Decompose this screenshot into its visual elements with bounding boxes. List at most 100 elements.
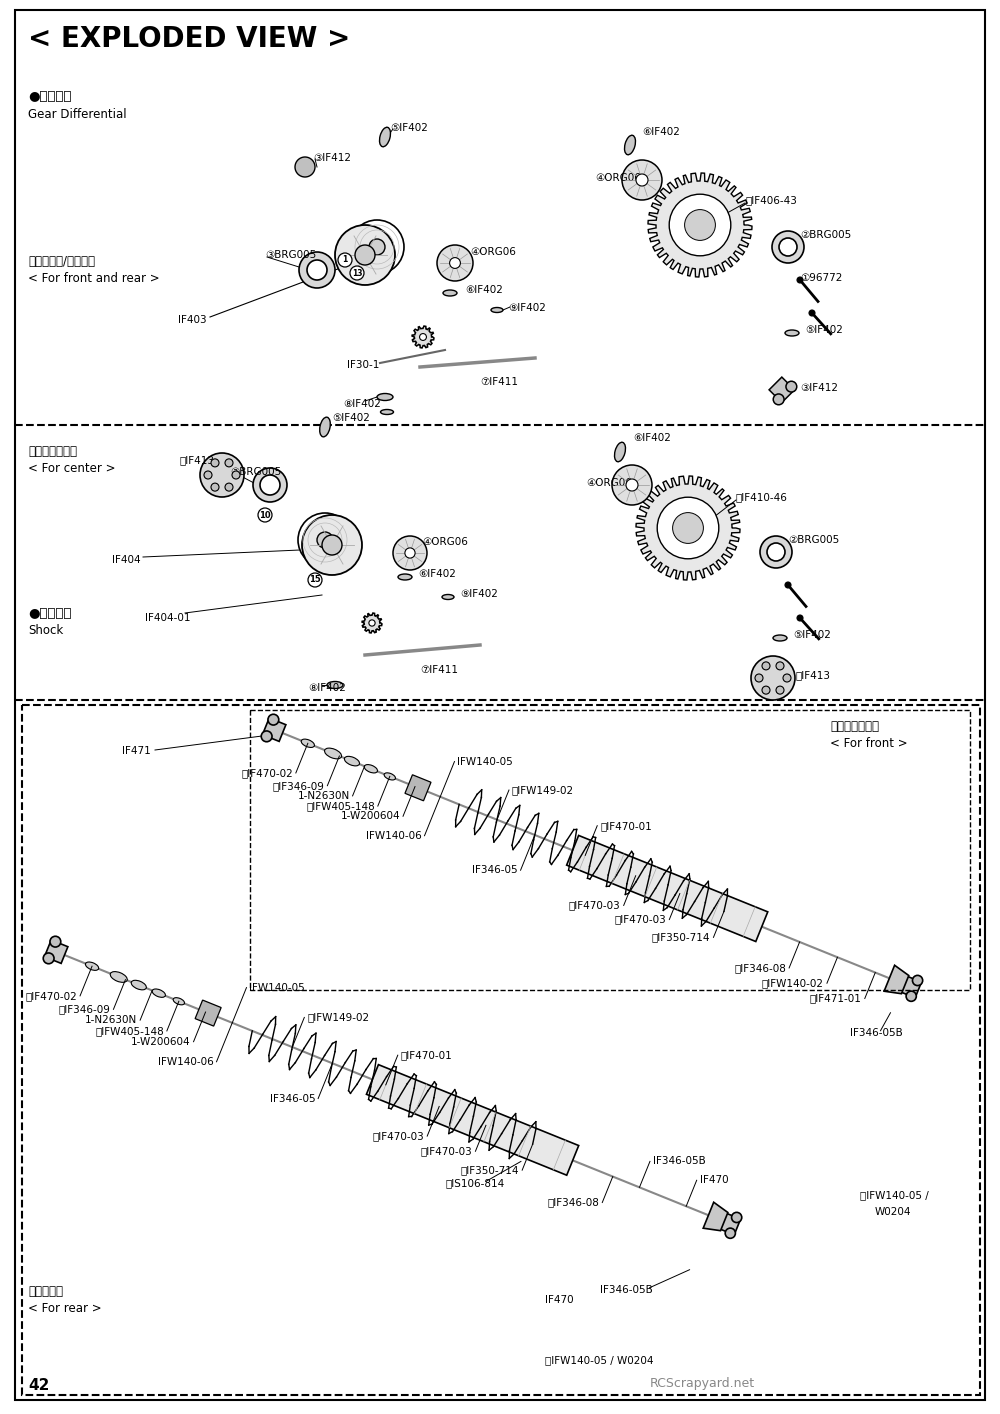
Text: ①96772: ①96772 — [800, 273, 842, 283]
Text: IF470: IF470 — [545, 1295, 574, 1305]
Text: IF346-05: IF346-05 — [270, 1093, 315, 1103]
Text: ⒘IF470-03: ⒘IF470-03 — [569, 901, 621, 911]
Text: ⒎IF471-01: ⒎IF471-01 — [810, 994, 862, 1004]
Circle shape — [786, 382, 797, 392]
Circle shape — [797, 277, 803, 283]
Text: ⑤IF402: ⑤IF402 — [332, 413, 370, 423]
Circle shape — [725, 1229, 735, 1239]
Text: IF30-1: IF30-1 — [347, 361, 379, 370]
Text: ⑶IF346-08: ⑶IF346-08 — [547, 1198, 599, 1208]
Polygon shape — [366, 1065, 579, 1175]
Text: ⒙IFW149-02: ⒙IFW149-02 — [512, 785, 574, 795]
Text: ⒘IFW405-148: ⒘IFW405-148 — [306, 802, 375, 812]
Circle shape — [420, 334, 426, 341]
Ellipse shape — [491, 307, 503, 312]
Circle shape — [335, 225, 395, 286]
Text: ⑬IF406-43: ⑬IF406-43 — [745, 195, 797, 205]
Text: ②BRG005: ②BRG005 — [230, 467, 281, 477]
Text: ⑤IF402: ⑤IF402 — [390, 123, 428, 133]
Circle shape — [673, 513, 703, 543]
Text: ⑭IF410-46: ⑭IF410-46 — [736, 492, 788, 502]
Text: ⒟IF470-01: ⒟IF470-01 — [600, 820, 652, 830]
Circle shape — [317, 532, 333, 549]
Text: ⒙IF470-03: ⒙IF470-03 — [615, 915, 666, 925]
Polygon shape — [769, 378, 795, 403]
Circle shape — [43, 953, 54, 964]
Circle shape — [772, 230, 804, 263]
Text: ④ORG06: ④ORG06 — [422, 537, 468, 547]
Circle shape — [50, 936, 61, 947]
Circle shape — [783, 674, 791, 682]
Text: ④ORG06: ④ORG06 — [470, 247, 516, 257]
Text: ＜リヤ用＞: ＜リヤ用＞ — [28, 1285, 63, 1298]
Text: 42: 42 — [28, 1379, 49, 1393]
Polygon shape — [362, 614, 382, 633]
Circle shape — [299, 252, 335, 288]
Circle shape — [260, 475, 280, 495]
Text: 1-W200604: 1-W200604 — [340, 812, 400, 822]
Ellipse shape — [443, 290, 457, 296]
Text: IF470: IF470 — [700, 1175, 728, 1185]
Text: ＜センター用＞: ＜センター用＞ — [28, 445, 77, 458]
Ellipse shape — [377, 393, 393, 400]
Text: 15: 15 — [309, 575, 321, 584]
Text: ⒘IFW405-148: ⒘IFW405-148 — [95, 1027, 164, 1036]
Text: ⑪IF413: ⑪IF413 — [180, 455, 215, 465]
Text: ⑧IF402: ⑧IF402 — [343, 399, 381, 409]
Circle shape — [302, 515, 362, 575]
Text: W0204: W0204 — [875, 1208, 912, 1217]
Text: ⑪IF413: ⑪IF413 — [796, 670, 831, 680]
Circle shape — [797, 615, 803, 621]
Text: ⒐IFW140-02: ⒐IFW140-02 — [762, 978, 824, 988]
Text: ⑧IF402: ⑧IF402 — [308, 683, 346, 693]
Circle shape — [773, 395, 784, 404]
Text: ⑤IF402: ⑤IF402 — [805, 325, 843, 335]
Ellipse shape — [344, 756, 360, 766]
Circle shape — [211, 460, 219, 467]
Ellipse shape — [384, 773, 395, 781]
Text: ③BRG005: ③BRG005 — [265, 250, 316, 260]
Circle shape — [657, 498, 719, 559]
Text: Gear Differential: Gear Differential — [28, 107, 127, 122]
Text: ⒘IF350-714: ⒘IF350-714 — [461, 1165, 519, 1175]
Ellipse shape — [785, 329, 799, 337]
Circle shape — [232, 471, 240, 479]
Text: IF346-05: IF346-05 — [472, 865, 518, 875]
Ellipse shape — [442, 594, 454, 600]
Ellipse shape — [320, 417, 330, 437]
Text: RCScrapyard.net: RCScrapyard.net — [650, 1377, 755, 1390]
Ellipse shape — [398, 574, 412, 580]
Circle shape — [912, 976, 923, 986]
Circle shape — [755, 674, 763, 682]
Polygon shape — [636, 477, 740, 580]
Circle shape — [762, 662, 770, 670]
Circle shape — [355, 245, 375, 264]
Circle shape — [225, 460, 233, 467]
Circle shape — [776, 686, 784, 694]
Text: IF471: IF471 — [122, 747, 151, 756]
Circle shape — [253, 468, 287, 502]
Text: ⑥IF402: ⑥IF402 — [633, 433, 671, 443]
Text: ⑦IF411: ⑦IF411 — [420, 665, 458, 674]
Text: ⒘IF470-03: ⒘IF470-03 — [372, 1131, 424, 1141]
Text: IFW140-05: IFW140-05 — [457, 756, 513, 766]
Circle shape — [261, 731, 272, 742]
Circle shape — [767, 543, 785, 561]
Text: ●デフギヤ: ●デフギヤ — [28, 90, 72, 103]
Circle shape — [776, 662, 784, 670]
Polygon shape — [44, 940, 68, 963]
Text: ④ORG06: ④ORG06 — [595, 173, 641, 182]
Polygon shape — [884, 966, 909, 994]
Text: ⒘IF350-714: ⒘IF350-714 — [652, 932, 710, 942]
Circle shape — [760, 536, 792, 568]
Text: IFW140-06: IFW140-06 — [366, 830, 421, 841]
Ellipse shape — [131, 980, 146, 990]
Text: ⑥IF402: ⑥IF402 — [418, 568, 456, 578]
Polygon shape — [703, 1202, 728, 1230]
Text: ⒙IFW149-02: ⒙IFW149-02 — [307, 1012, 369, 1022]
Text: Shock: Shock — [28, 624, 63, 636]
Text: IF346-05B: IF346-05B — [653, 1157, 706, 1167]
Text: ⑵IF346-09: ⑵IF346-09 — [59, 1004, 110, 1014]
Text: ⑷IS106-814: ⑷IS106-814 — [446, 1178, 505, 1188]
Text: ⑶IF346-08: ⑶IF346-08 — [734, 963, 786, 973]
